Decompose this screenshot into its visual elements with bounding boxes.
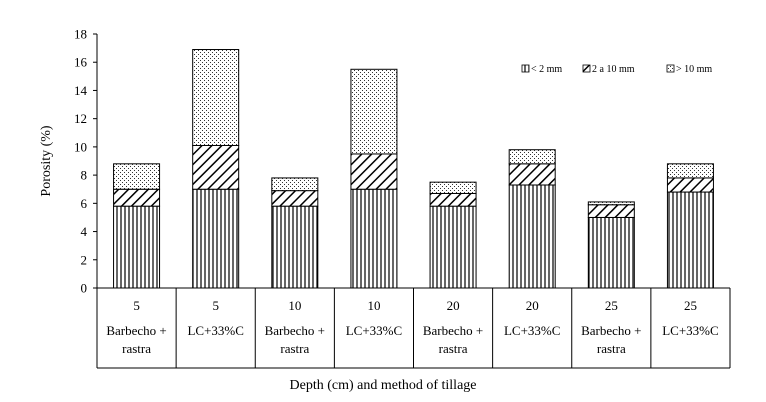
bar-segment xyxy=(192,49,240,146)
category-method-label: LC+33%C xyxy=(346,323,402,338)
bar-segment xyxy=(350,68,398,155)
category-depth-label: 10 xyxy=(367,298,380,313)
legend-swatch xyxy=(582,64,591,73)
x-axis-title: Depth (cm) and method of tillage xyxy=(290,378,477,393)
bar-segment xyxy=(429,192,477,207)
category-depth-label: 10 xyxy=(288,298,301,313)
y-tick-label: 16 xyxy=(74,55,88,70)
y-tick-label: 8 xyxy=(81,168,88,183)
y-tick-label: 10 xyxy=(74,139,87,154)
category-depth-label: 25 xyxy=(605,298,618,313)
bar-segment xyxy=(587,201,635,206)
bar-segment xyxy=(271,177,319,192)
bar-segment xyxy=(113,205,161,289)
bar-segment xyxy=(666,163,714,179)
category-method-label: Barbecho + xyxy=(581,323,641,338)
category-method-label: Barbecho + xyxy=(423,323,483,338)
bar-segment xyxy=(271,205,319,289)
category-depth-label: 20 xyxy=(447,298,460,313)
category-method-label: LC+33%C xyxy=(187,323,243,338)
y-axis-title: Porosity (%) xyxy=(39,125,54,197)
legend-swatch xyxy=(521,64,530,73)
legend-swatch xyxy=(666,64,675,73)
y-tick-label: 14 xyxy=(74,83,88,98)
category-method-label: LC+33%C xyxy=(662,323,718,338)
y-tick-label: 0 xyxy=(81,281,88,296)
category-method-label: rastra xyxy=(439,341,468,356)
bar-segment xyxy=(350,188,398,289)
y-tick-label: 6 xyxy=(81,196,88,211)
bar-segment xyxy=(429,181,477,194)
category-method-label: Barbecho + xyxy=(265,323,325,338)
bar-segment xyxy=(429,205,477,289)
y-tick-label: 18 xyxy=(74,27,87,42)
legend-label: > 10 mm xyxy=(676,64,712,75)
category-method-label: rastra xyxy=(122,341,151,356)
category-method-label: rastra xyxy=(597,341,626,356)
bar-segment xyxy=(508,184,556,289)
bar-segment xyxy=(271,190,319,207)
category-method-label: Barbecho + xyxy=(106,323,166,338)
y-tick-label: 2 xyxy=(81,252,88,267)
x-axis-categories: 5 Barbecho + rastra 5 LC+33%C 10 Barbecho + ras… xyxy=(96,288,731,368)
legend-label: 2 a 10 mm xyxy=(592,64,635,75)
bar-segment xyxy=(587,216,635,289)
y-tick-label: 12 xyxy=(74,111,87,126)
bar-segment xyxy=(113,188,161,207)
legend-label: < 2 mm xyxy=(531,64,562,75)
bar-segment xyxy=(350,153,398,190)
category-method-label: rastra xyxy=(280,341,309,356)
category-method-label: LC+33%C xyxy=(504,323,560,338)
bar-segment xyxy=(192,188,240,289)
bar-segment xyxy=(666,191,714,289)
bar-segment xyxy=(113,163,161,190)
bar-segment xyxy=(508,149,556,165)
category-depth-label: 5 xyxy=(133,298,140,313)
bar-segment xyxy=(192,144,240,190)
bar-segment xyxy=(666,177,714,193)
legend: < 2 mm 2 a 10 mm > 10 mm xyxy=(521,64,712,75)
y-axis-ticks: 0 2 4 6 8 10 12 14 16 18 xyxy=(74,27,97,296)
bars xyxy=(113,49,714,289)
category-depth-label: 5 xyxy=(212,298,219,313)
bar-segment xyxy=(587,204,635,218)
category-depth-label: 20 xyxy=(526,298,539,313)
bar-segment xyxy=(508,163,556,186)
y-tick-label: 4 xyxy=(81,224,88,239)
category-depth-label: 25 xyxy=(684,298,697,313)
